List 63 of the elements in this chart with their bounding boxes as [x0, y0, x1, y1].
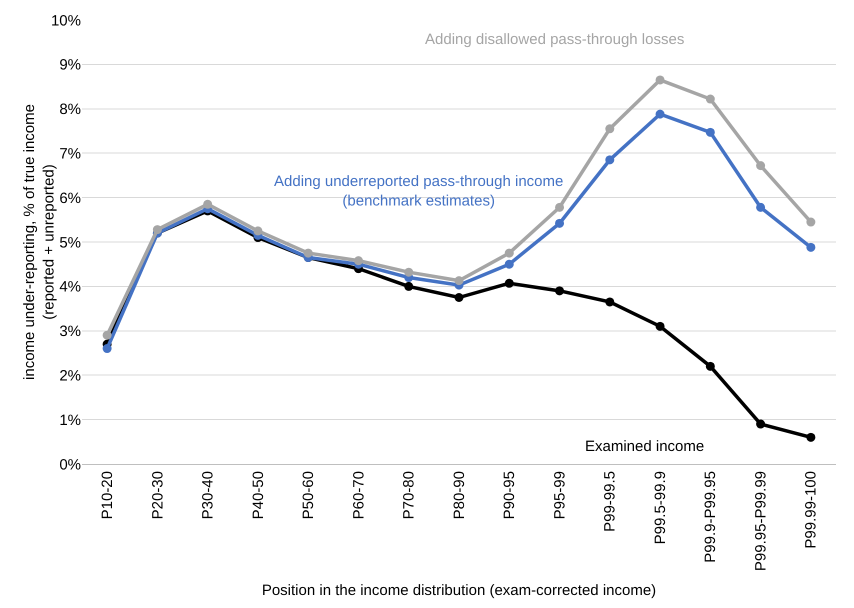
x-tick-label: P95-99	[551, 471, 568, 520]
y-tick-label: 7%	[59, 145, 81, 162]
point	[102, 330, 112, 340]
x-tick-label: P40-50	[250, 471, 267, 520]
point	[656, 110, 665, 119]
y-tick-label: 4%	[59, 278, 81, 296]
point	[605, 297, 614, 306]
x-tick-label: P99-99.5	[602, 471, 619, 532]
point	[203, 200, 212, 209]
point	[304, 248, 313, 258]
x-tick-label: P99.99-100	[802, 471, 820, 549]
point	[656, 75, 665, 84]
point	[454, 276, 464, 286]
point	[756, 420, 766, 429]
series-label: Adding underreported pass-through income (benchmark estimates)	[274, 173, 564, 210]
x-tick-label: P99.9-P99.95	[702, 471, 720, 563]
point	[555, 286, 564, 296]
point	[706, 128, 715, 137]
point	[756, 161, 766, 170]
x-tick-label: P50-60	[300, 471, 318, 520]
point	[706, 94, 715, 104]
point	[555, 218, 564, 228]
y-tick-label: 10%	[50, 12, 81, 30]
point	[605, 124, 614, 134]
point	[504, 278, 514, 288]
point	[504, 248, 514, 258]
x-tick-label: P60-70	[350, 471, 368, 520]
point	[555, 202, 564, 212]
y-tick-label: 3%	[59, 323, 81, 340]
point	[253, 226, 262, 236]
point	[404, 268, 414, 277]
x-tick-label: P20-30	[149, 471, 166, 520]
y-tick-label: 8%	[59, 101, 81, 118]
x-tick-label: P80-90	[450, 471, 468, 520]
point	[152, 225, 162, 234]
x-tick-label: P99.95-P99.99	[752, 471, 770, 572]
point	[806, 242, 816, 252]
y-axis-title: income under-reporting, % of true income (reported + unreported)	[20, 104, 58, 380]
y-tick-label: 5%	[59, 234, 81, 252]
y-tick-label: 1%	[59, 412, 81, 429]
point	[605, 155, 614, 164]
y-tick-label: 9%	[59, 56, 81, 74]
text: Examined income	[585, 438, 704, 455]
y-tick-label: 0%	[59, 456, 81, 474]
x-tick-label: P99.5-99.9	[652, 471, 669, 544]
point	[706, 362, 715, 371]
point	[354, 256, 363, 266]
point	[504, 260, 514, 269]
point	[756, 202, 766, 212]
point	[806, 218, 816, 227]
y-tick-label: 2%	[59, 367, 81, 384]
x-tick-label: P10-20	[99, 471, 116, 520]
point	[404, 282, 414, 291]
x-tick-label: P30-40	[200, 471, 217, 520]
x-tick-label: P90-95	[501, 471, 518, 520]
x-axis-title: Position in the income distribution (exam-corrected income)	[262, 582, 656, 600]
point	[102, 344, 112, 354]
point	[454, 293, 464, 302]
point	[806, 432, 816, 442]
text: Adding disallowed pass-through losses	[425, 31, 684, 48]
point	[656, 322, 665, 331]
y-tick-label: 6%	[59, 190, 81, 207]
x-tick-label: P70-80	[400, 471, 418, 520]
